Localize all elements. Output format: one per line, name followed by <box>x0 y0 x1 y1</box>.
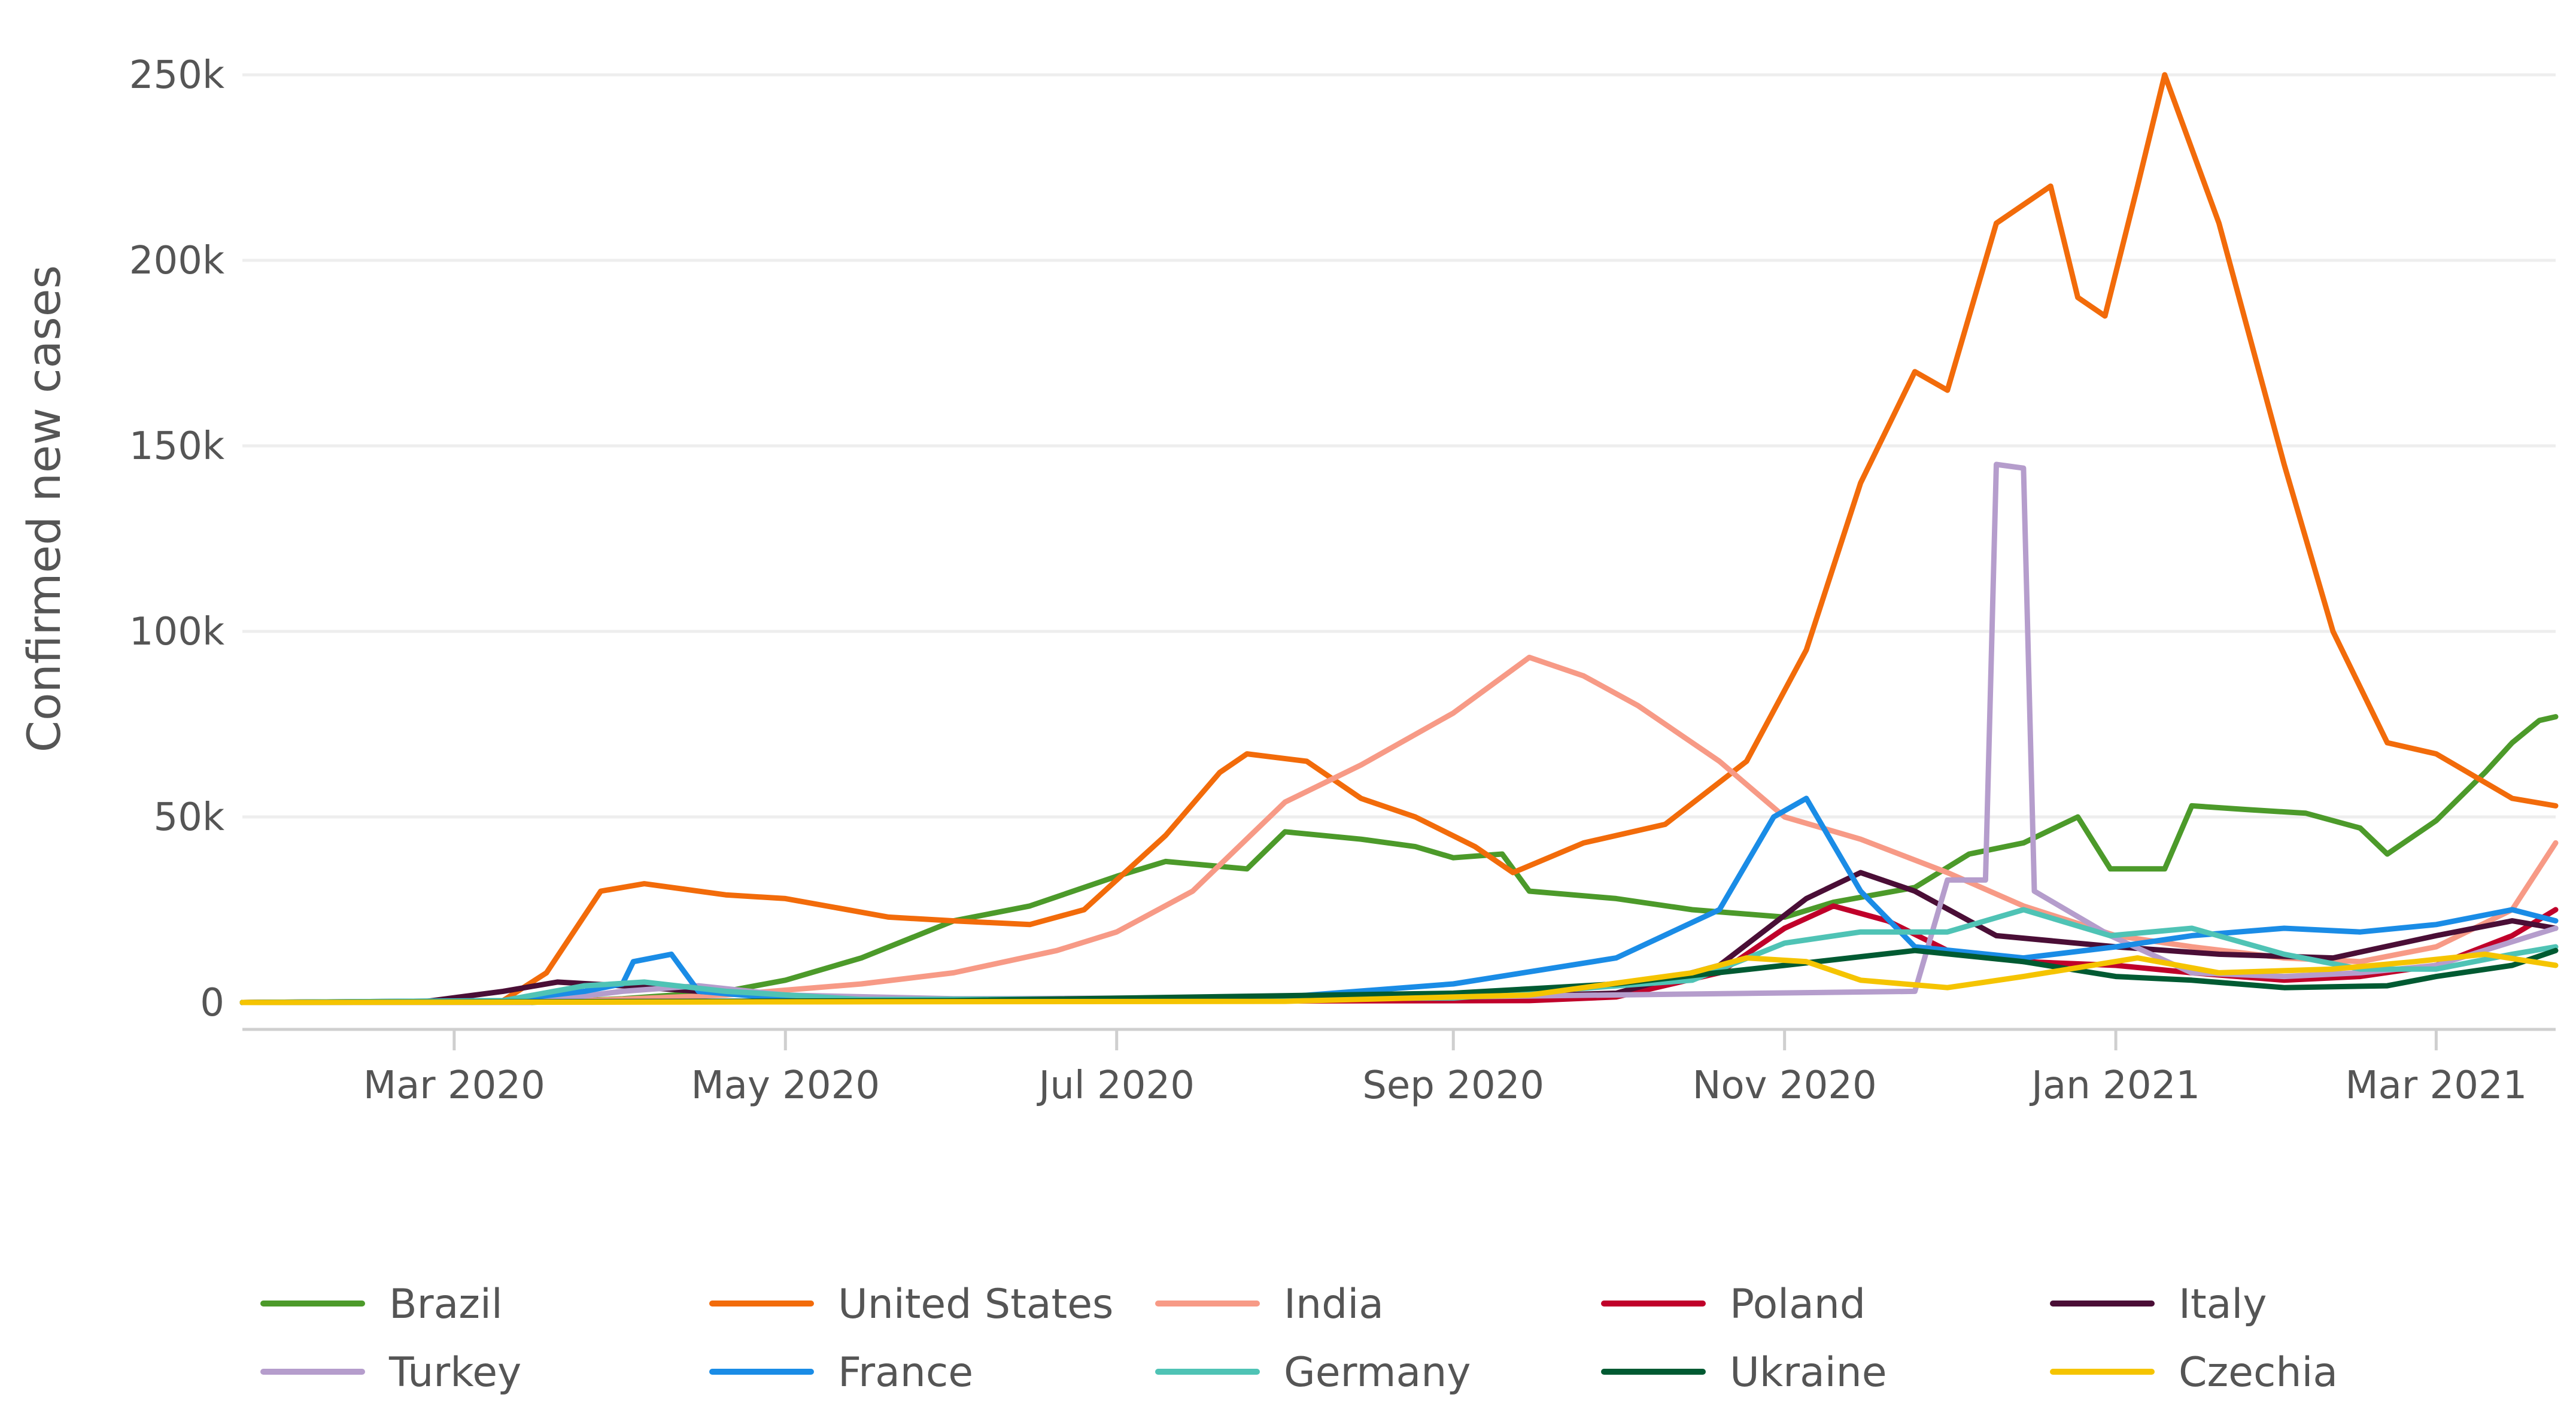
series-line-turkey <box>239 461 2559 1005</box>
legend-label-poland[interactable]: Poland <box>1730 1281 1866 1328</box>
y-axis-title: Confirmed new cases <box>17 265 71 752</box>
legend: Brazil United States India Poland Italy Turke… <box>260 1281 2338 1396</box>
y-tick-label: 100k <box>129 610 224 654</box>
legend-label-italy[interactable]: Italy <box>2179 1281 2267 1328</box>
series-line-france <box>239 795 2559 1005</box>
series-line-czechia <box>239 951 2559 1005</box>
x-tick-label: May 2020 <box>691 1064 880 1108</box>
legend-label-ukraine[interactable]: Ukraine <box>1730 1349 1887 1396</box>
y-tick-label: 150k <box>129 424 224 469</box>
y-tick-label: 200k <box>129 239 224 283</box>
legend-label-czechia[interactable]: Czechia <box>2179 1349 2338 1396</box>
x-tick-label: Sep 2020 <box>1362 1064 1544 1108</box>
x-tick-label: Mar 2021 <box>2345 1064 2527 1108</box>
axes: 0 50k 100k 150k 200k 250k Mar 2020 May 2020 Jul … <box>129 53 2556 1108</box>
legend-label-turkey[interactable]: Turkey <box>388 1349 521 1396</box>
x-tick-label: Jul 2020 <box>1036 1064 1194 1108</box>
y-tick-label: 50k <box>154 795 225 840</box>
legend-label-france[interactable]: France <box>838 1349 973 1396</box>
series-line-brazil <box>239 714 2559 1005</box>
x-tick-label: Jan 2021 <box>2029 1064 2200 1108</box>
legend-label-brazil[interactable]: Brazil <box>389 1281 503 1328</box>
grid <box>242 73 2556 819</box>
series-line-united-states <box>239 72 2559 1005</box>
series-group <box>239 72 2559 1005</box>
y-tick-label: 250k <box>129 53 224 98</box>
x-tick-label: Mar 2020 <box>363 1064 545 1108</box>
series-line-india <box>239 654 2559 1005</box>
y-tick-label: 0 <box>200 981 224 1025</box>
legend-label-germany[interactable]: Germany <box>1284 1349 1471 1396</box>
legend-label-united-states[interactable]: United States <box>838 1281 1113 1328</box>
legend-label-india[interactable]: India <box>1284 1281 1384 1328</box>
x-tick-label: Nov 2020 <box>1693 1064 1877 1108</box>
